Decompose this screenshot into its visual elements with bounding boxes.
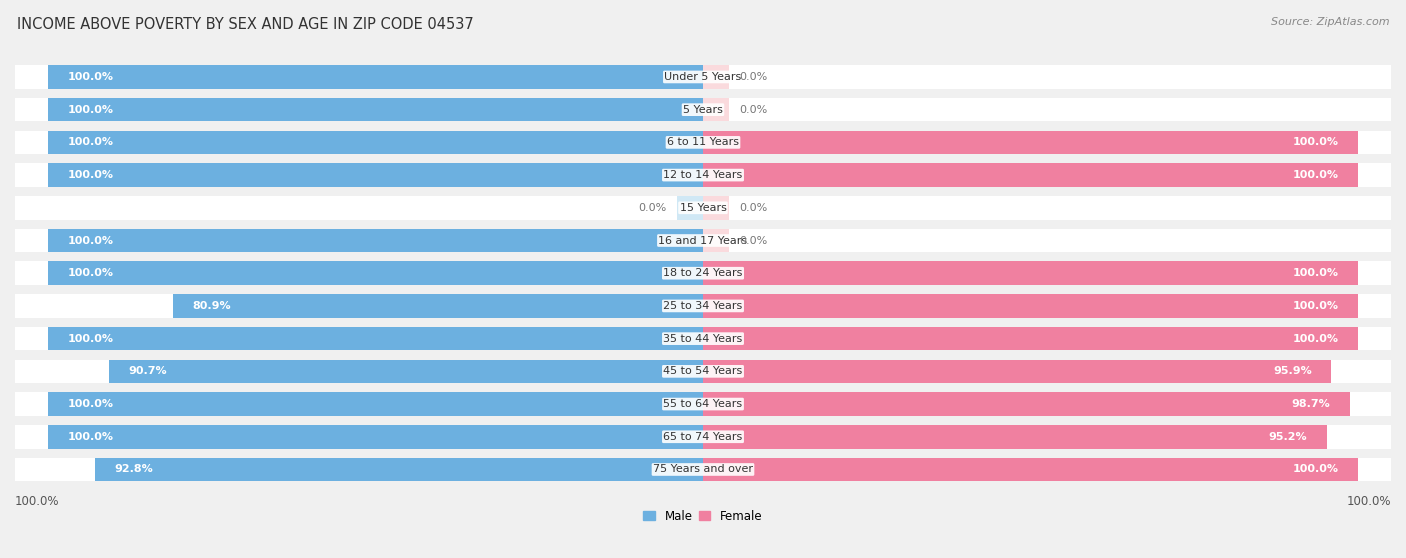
Bar xyxy=(676,196,703,219)
Bar xyxy=(48,229,703,252)
Bar xyxy=(173,294,703,318)
Text: 100.0%: 100.0% xyxy=(1292,137,1339,147)
Bar xyxy=(48,327,703,350)
Bar xyxy=(108,359,703,383)
Bar xyxy=(15,163,1391,187)
Text: 100.0%: 100.0% xyxy=(1292,301,1339,311)
Text: 75 Years and over: 75 Years and over xyxy=(652,464,754,474)
Text: 100.0%: 100.0% xyxy=(67,105,114,114)
Bar xyxy=(48,131,703,154)
Text: 15 Years: 15 Years xyxy=(679,203,727,213)
Bar xyxy=(96,458,703,481)
Bar xyxy=(15,294,1391,318)
Text: 6 to 11 Years: 6 to 11 Years xyxy=(666,137,740,147)
Text: 18 to 24 Years: 18 to 24 Years xyxy=(664,268,742,278)
Text: 35 to 44 Years: 35 to 44 Years xyxy=(664,334,742,344)
Bar xyxy=(15,131,1391,154)
Bar xyxy=(48,262,703,285)
Text: 100.0%: 100.0% xyxy=(67,72,114,82)
Bar xyxy=(48,425,703,449)
Text: 92.8%: 92.8% xyxy=(115,464,153,474)
Text: 5 Years: 5 Years xyxy=(683,105,723,114)
Text: 100.0%: 100.0% xyxy=(1347,495,1391,508)
Bar xyxy=(703,458,1358,481)
Bar xyxy=(15,327,1391,350)
Bar xyxy=(703,392,1350,416)
Bar xyxy=(48,392,703,416)
Text: 16 and 17 Years: 16 and 17 Years xyxy=(658,235,748,246)
Text: 100.0%: 100.0% xyxy=(67,137,114,147)
Text: 100.0%: 100.0% xyxy=(67,268,114,278)
Text: Under 5 Years: Under 5 Years xyxy=(665,72,741,82)
Bar xyxy=(703,65,730,89)
Bar xyxy=(703,98,730,122)
Text: 100.0%: 100.0% xyxy=(15,495,59,508)
Text: Source: ZipAtlas.com: Source: ZipAtlas.com xyxy=(1271,17,1389,27)
Text: 12 to 14 Years: 12 to 14 Years xyxy=(664,170,742,180)
Bar xyxy=(703,229,730,252)
Bar xyxy=(703,262,1358,285)
Bar xyxy=(15,196,1391,219)
Text: 100.0%: 100.0% xyxy=(1292,464,1339,474)
Text: 100.0%: 100.0% xyxy=(67,235,114,246)
Text: 65 to 74 Years: 65 to 74 Years xyxy=(664,432,742,442)
Bar xyxy=(48,65,703,89)
Text: INCOME ABOVE POVERTY BY SEX AND AGE IN ZIP CODE 04537: INCOME ABOVE POVERTY BY SEX AND AGE IN Z… xyxy=(17,17,474,32)
Bar xyxy=(48,98,703,122)
Text: 100.0%: 100.0% xyxy=(1292,268,1339,278)
Bar xyxy=(15,98,1391,122)
Text: 0.0%: 0.0% xyxy=(638,203,666,213)
Bar xyxy=(703,163,1358,187)
Text: 55 to 64 Years: 55 to 64 Years xyxy=(664,399,742,409)
Bar xyxy=(703,359,1331,383)
Bar xyxy=(703,131,1358,154)
Text: 100.0%: 100.0% xyxy=(67,170,114,180)
Bar xyxy=(15,229,1391,252)
Bar xyxy=(703,425,1327,449)
Text: 95.9%: 95.9% xyxy=(1272,367,1312,376)
Bar xyxy=(703,294,1358,318)
Text: 100.0%: 100.0% xyxy=(67,432,114,442)
Bar xyxy=(15,359,1391,383)
Bar xyxy=(703,327,1358,350)
Text: 80.9%: 80.9% xyxy=(193,301,231,311)
Text: 0.0%: 0.0% xyxy=(740,72,768,82)
Text: 100.0%: 100.0% xyxy=(1292,170,1339,180)
Bar xyxy=(15,425,1391,449)
Bar xyxy=(15,392,1391,416)
Text: 0.0%: 0.0% xyxy=(740,105,768,114)
Text: 25 to 34 Years: 25 to 34 Years xyxy=(664,301,742,311)
Text: 100.0%: 100.0% xyxy=(67,399,114,409)
Text: 0.0%: 0.0% xyxy=(740,235,768,246)
Bar xyxy=(703,196,730,219)
Text: 90.7%: 90.7% xyxy=(128,367,167,376)
Text: 100.0%: 100.0% xyxy=(1292,334,1339,344)
Bar xyxy=(48,163,703,187)
Text: 95.2%: 95.2% xyxy=(1268,432,1308,442)
Bar xyxy=(15,262,1391,285)
Text: 0.0%: 0.0% xyxy=(740,203,768,213)
Legend: Male, Female: Male, Female xyxy=(638,505,768,527)
Text: 100.0%: 100.0% xyxy=(67,334,114,344)
Text: 98.7%: 98.7% xyxy=(1291,399,1330,409)
Text: 45 to 54 Years: 45 to 54 Years xyxy=(664,367,742,376)
Bar xyxy=(15,65,1391,89)
Bar xyxy=(15,458,1391,481)
